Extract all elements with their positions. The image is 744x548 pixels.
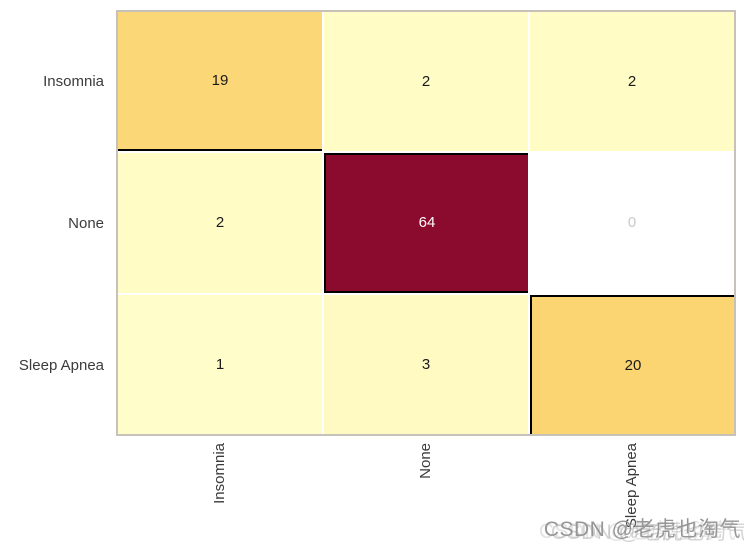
heatmap-cell-r1c2: 0 bbox=[530, 153, 734, 293]
x-tick-insomnia: Insomnia bbox=[211, 443, 228, 504]
cell-value: 19 bbox=[211, 72, 229, 90]
y-tick-insomnia: Insomnia bbox=[43, 72, 104, 90]
cell-value: 1 bbox=[215, 355, 225, 373]
cell-value: 2 bbox=[215, 214, 225, 232]
x-tick-none: None bbox=[417, 443, 434, 479]
cell-value: 3 bbox=[421, 355, 431, 373]
cell-value: 64 bbox=[418, 214, 436, 232]
heatmap-cell-r0c1: 2 bbox=[324, 12, 528, 152]
heatmap-grid: 19 2 2 2 64 0 1 3 20 bbox=[116, 10, 736, 436]
heatmap-cell-r1c0: 2 bbox=[118, 153, 322, 293]
heatmap-cell-r0c2: 2 bbox=[530, 12, 734, 152]
heatmap-cell-r2c2: 20 bbox=[530, 294, 734, 434]
y-axis-tick-labels: Insomnia None Sleep Apnea bbox=[0, 10, 104, 436]
y-tick-none: None bbox=[68, 214, 104, 232]
heatmap-cell-r2c0: 1 bbox=[118, 294, 322, 434]
cell-value: 2 bbox=[421, 73, 431, 91]
csdn-watermark: CSDN @老虎也淘气 bbox=[543, 518, 741, 541]
cell-value: 0 bbox=[627, 214, 637, 232]
heatmap-cell-r0c0: 19 bbox=[118, 12, 322, 152]
cell-value: 20 bbox=[624, 356, 642, 374]
heatmap-cell-r1c1: 64 bbox=[324, 153, 528, 293]
cell-value: 2 bbox=[627, 73, 637, 91]
heatmap-cell-r2c1: 3 bbox=[324, 294, 528, 434]
y-tick-sleep-apnea: Sleep Apnea bbox=[18, 356, 104, 374]
